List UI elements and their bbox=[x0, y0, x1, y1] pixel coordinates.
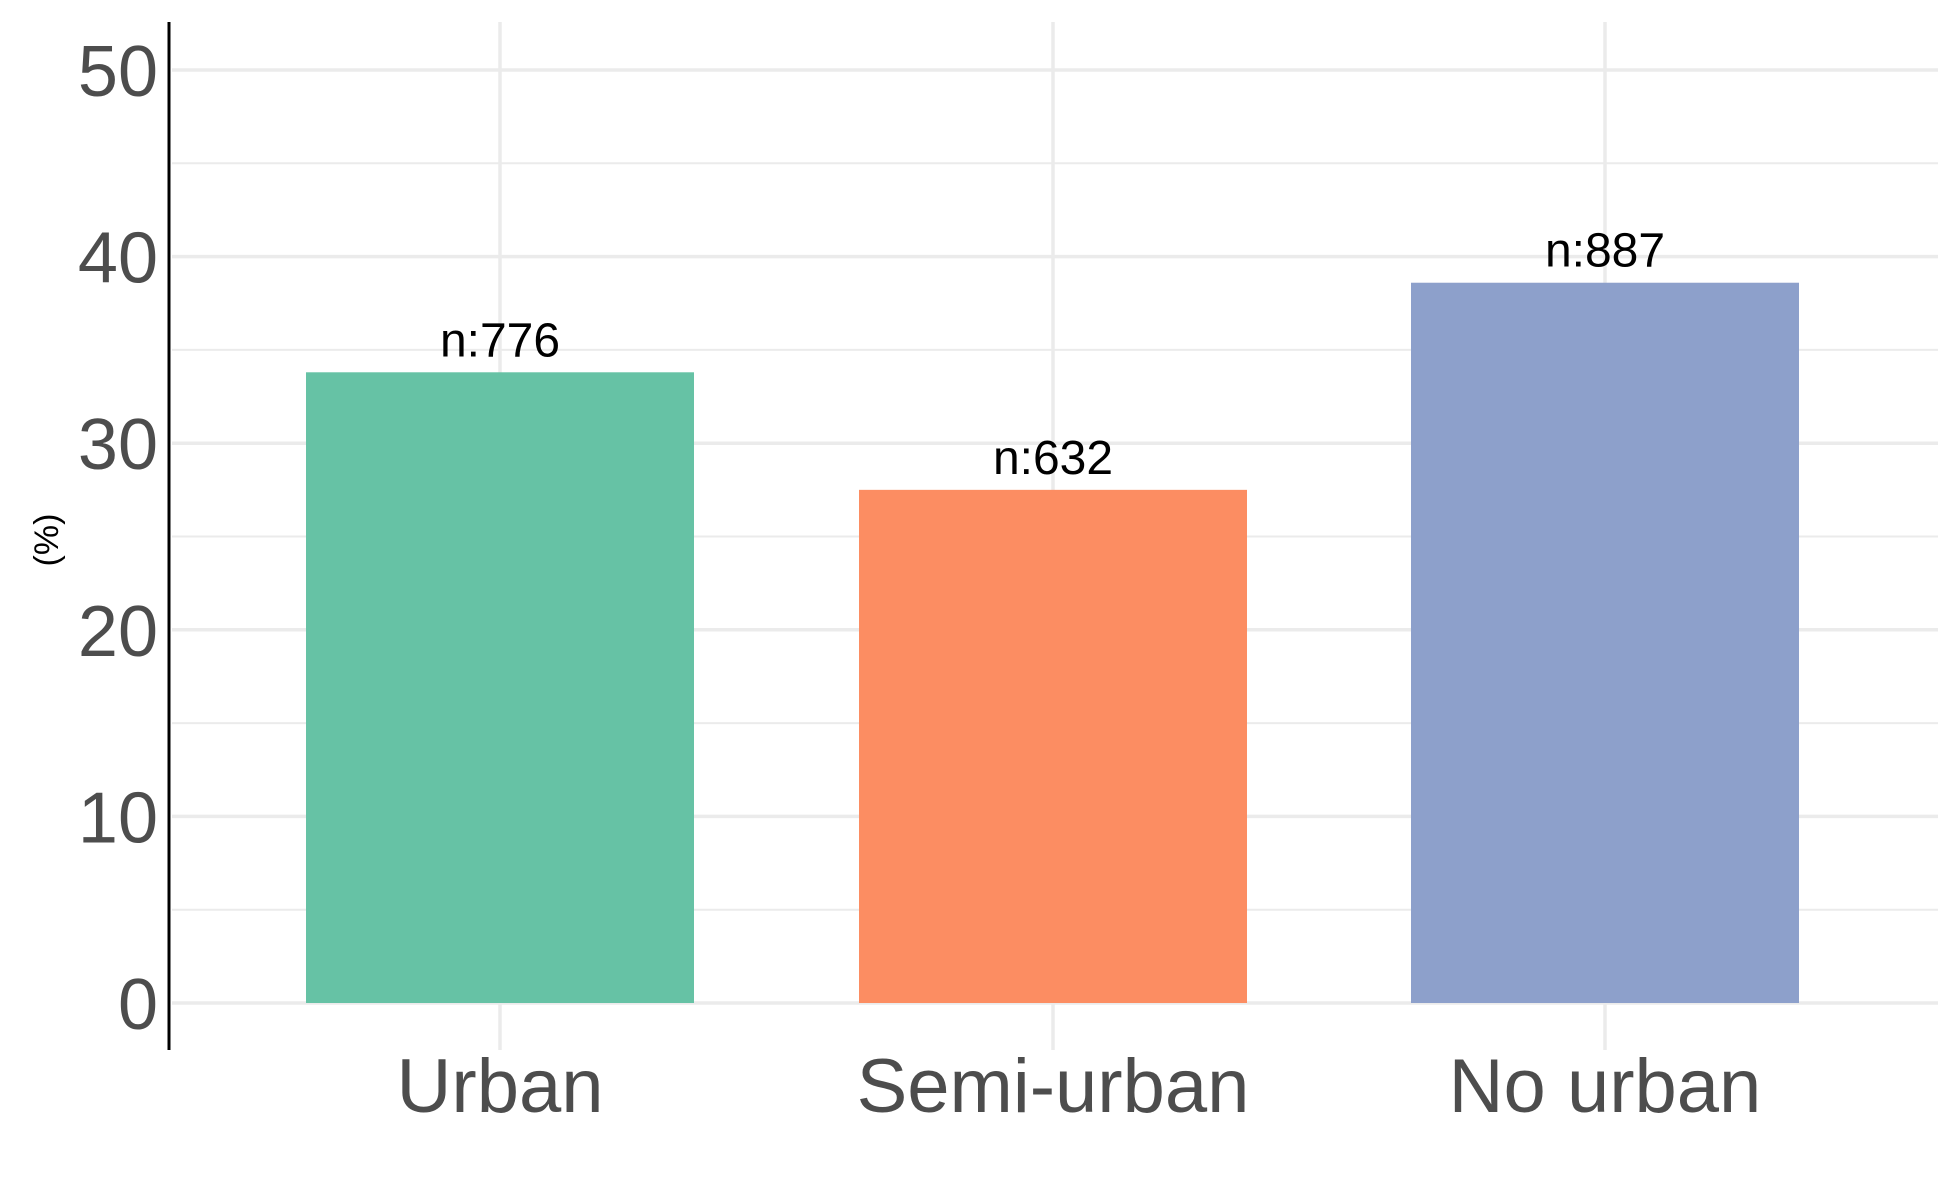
y-tick-labels: 0 10 20 30 40 50 bbox=[78, 32, 158, 1045]
bars bbox=[306, 282, 1799, 1004]
data-label: n:887 bbox=[1545, 225, 1665, 278]
x-tick-label: Urban bbox=[397, 1044, 604, 1129]
data-label: n:632 bbox=[993, 432, 1113, 485]
data-labels: n:776 n:632 n:887 bbox=[440, 225, 1665, 485]
x-tick-label: No urban bbox=[1449, 1044, 1762, 1129]
y-axis-title: (%) bbox=[28, 514, 66, 567]
bar-no-urban bbox=[1411, 282, 1799, 1003]
x-tick-labels: Urban Semi-urban No urban bbox=[397, 1044, 1762, 1129]
y-tick-label: 20 bbox=[78, 592, 158, 672]
y-tick-label: 40 bbox=[78, 219, 158, 299]
y-tick-label: 30 bbox=[78, 405, 158, 485]
bar-semi-urban bbox=[859, 489, 1247, 1004]
data-label: n:776 bbox=[440, 314, 560, 367]
y-tick-label: 0 bbox=[118, 965, 158, 1045]
x-tick-label: Semi-urban bbox=[857, 1044, 1250, 1129]
y-tick-label: 10 bbox=[78, 778, 158, 858]
bar-urban bbox=[306, 372, 694, 1003]
y-tick-label: 50 bbox=[78, 32, 158, 112]
